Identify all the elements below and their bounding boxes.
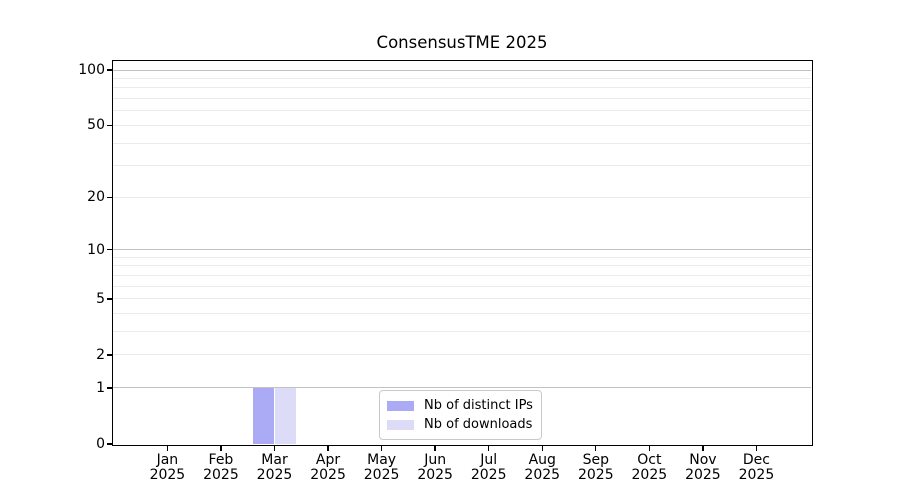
- y-gridline-minor: [113, 78, 811, 80]
- legend-label: Nb of downloads: [424, 417, 533, 432]
- y-gridline-minor: [113, 110, 811, 112]
- x-tick: [702, 445, 704, 451]
- x-tick-year: 2025: [149, 467, 186, 483]
- x-tick: [380, 445, 383, 451]
- x-tick-label-jun: Jun 2025: [403, 453, 467, 483]
- y-tick-label: 50: [87, 117, 105, 134]
- x-tick-label-may: May 2025: [350, 453, 414, 483]
- y-gridline-minor: [113, 98, 811, 100]
- x-tick-year: 2025: [738, 467, 775, 483]
- x-tick-month: Nov: [689, 452, 717, 468]
- y-tick-label: 20: [87, 189, 105, 206]
- x-tick-label-mar: Mar 2025: [243, 453, 307, 483]
- y-tick: [106, 298, 112, 300]
- bar-mar-series1: [274, 387, 296, 444]
- legend-label: Nb of distinct IPs: [424, 398, 533, 413]
- y-tick: [106, 196, 112, 199]
- x-tick: [488, 445, 490, 451]
- y-gridline-major: [113, 249, 811, 251]
- x-tick-year: 2025: [470, 467, 507, 483]
- y-gridline-major: [113, 69, 811, 71]
- legend-swatch: [387, 400, 414, 411]
- legend-row: Nb of downloads: [387, 416, 533, 433]
- x-tick-label-feb: Feb 2025: [189, 453, 253, 483]
- x-tick: [327, 445, 329, 451]
- x-tick-label-jul: Jul 2025: [457, 453, 521, 483]
- y-tick-label: 0: [96, 436, 105, 452]
- legend-swatch: [387, 419, 414, 430]
- x-tick-month: Apr: [315, 452, 341, 468]
- x-tick: [541, 445, 543, 451]
- x-tick-month: Jul: [480, 452, 498, 468]
- x-tick-year: 2025: [577, 467, 614, 483]
- x-tick-label-sep: Sep 2025: [564, 453, 628, 483]
- y-gridline-minor: [113, 265, 811, 267]
- y-gridline-minor: [113, 275, 811, 277]
- y-tick-label: 1: [96, 379, 105, 396]
- y-gridline-minor: [113, 285, 811, 287]
- legend: Nb of distinct IPs Nb of downloads: [379, 390, 542, 440]
- y-tick: [106, 443, 112, 445]
- x-tick-month: Mar: [261, 452, 288, 468]
- y-gridline-minor: [113, 256, 811, 258]
- x-tick-year: 2025: [310, 467, 346, 483]
- y-gridline-minor: [113, 124, 811, 126]
- x-tick: [755, 445, 758, 451]
- x-tick-month: Oct: [637, 452, 662, 468]
- x-tick-year: 2025: [363, 467, 400, 483]
- x-tick: [434, 445, 436, 451]
- x-tick-year: 2025: [631, 467, 668, 483]
- y-tick: [106, 124, 112, 127]
- x-tick: [595, 445, 597, 451]
- x-tick-label-nov: Nov 2025: [671, 453, 735, 483]
- y-tick: [106, 69, 112, 71]
- plot-area: [113, 61, 811, 444]
- y-gridline-minor: [113, 142, 811, 144]
- y-tick-label: 5: [96, 290, 105, 307]
- x-tick-year: 2025: [524, 467, 561, 483]
- x-tick-year: 2025: [256, 467, 293, 483]
- y-tick-label: 2: [96, 346, 105, 363]
- y-gridline-minor: [113, 331, 811, 333]
- x-tick-label-aug: Aug 2025: [510, 453, 574, 483]
- x-tick-month: Jun: [424, 452, 447, 468]
- chart-title: ConsensusTME 2025: [376, 33, 548, 52]
- x-tick-label-dec: Dec 2025: [724, 453, 788, 483]
- x-tick: [166, 445, 169, 451]
- y-gridline-minor: [113, 298, 811, 300]
- y-gridline-minor: [113, 196, 811, 198]
- y-tick: [106, 249, 112, 251]
- y-tick-label: 10: [87, 241, 105, 258]
- x-tick-label-apr: Apr 2025: [296, 453, 360, 483]
- x-tick: [220, 445, 222, 451]
- x-tick: [273, 445, 276, 451]
- x-tick-label-oct: Oct 2025: [617, 453, 681, 483]
- y-tick: [106, 354, 112, 356]
- x-tick-label-jan: Jan 2025: [135, 453, 199, 483]
- y-gridline-major: [113, 387, 811, 389]
- x-tick-year: 2025: [417, 467, 453, 483]
- x-tick-year: 2025: [685, 467, 721, 483]
- y-gridline-minor: [113, 313, 811, 315]
- x-tick-year: 2025: [203, 467, 239, 483]
- y-gridline-minor: [113, 165, 811, 167]
- y-gridline-minor: [113, 87, 811, 89]
- x-tick-month: May: [367, 452, 397, 468]
- x-tick-month: Jan: [156, 452, 179, 468]
- bar-mar-series0: [253, 387, 275, 444]
- x-tick-month: Sep: [582, 452, 609, 468]
- x-tick: [648, 445, 651, 451]
- y-tick-label: 100: [78, 62, 105, 79]
- y-gridline-minor: [113, 354, 811, 356]
- x-tick-month: Feb: [208, 452, 234, 468]
- x-tick-month: Aug: [528, 452, 556, 468]
- legend-row: Nb of distinct IPs: [387, 397, 533, 414]
- x-tick-month: Dec: [742, 452, 770, 468]
- y-tick: [106, 387, 112, 389]
